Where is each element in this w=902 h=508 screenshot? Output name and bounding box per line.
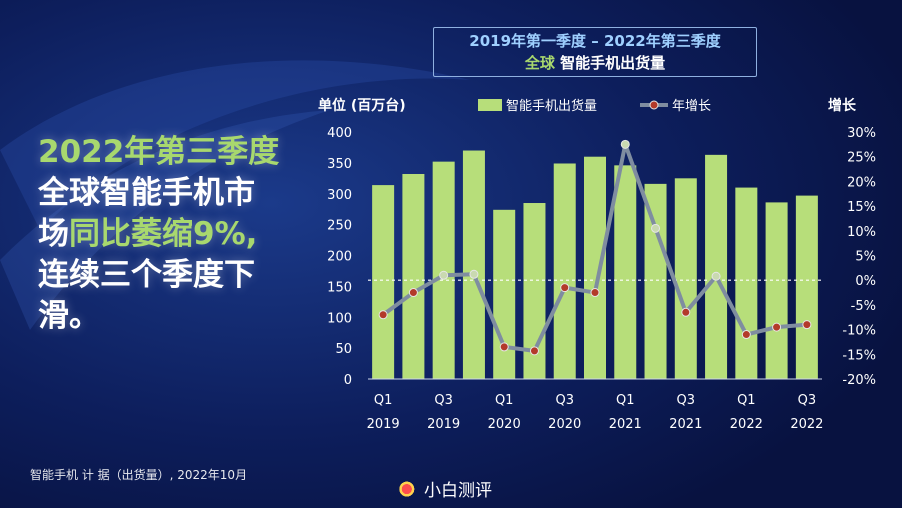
x-tick-quarter: Q3	[677, 393, 696, 408]
y-right-tick-label: -10%	[842, 324, 876, 339]
bar-shipments	[614, 165, 637, 379]
y-right-tick-label: 30%	[847, 126, 876, 141]
bar-shipments	[432, 161, 455, 379]
growth-point	[651, 223, 661, 233]
headline-line-5: 滑。	[38, 298, 100, 334]
x-tick-year: 2020	[488, 417, 521, 432]
y-left-tick-label: 400	[327, 126, 352, 141]
headline-line-4: 连续三个季度下	[38, 257, 255, 293]
bar-shipments	[462, 150, 485, 379]
growth-point	[741, 330, 751, 340]
bar-shipments	[553, 163, 576, 379]
growth-point	[529, 346, 539, 356]
y-left-axis-label: 单位 (百万台)	[318, 97, 406, 114]
bar-shipments	[493, 209, 516, 379]
growth-point	[408, 288, 418, 298]
x-tick-quarter: Q3	[798, 393, 817, 408]
growth-point	[772, 322, 782, 332]
chart-title-period: 2019年第一季度 – 2022年第三季度	[469, 32, 721, 50]
chart-title-global: 全球	[524, 54, 555, 72]
y-right-tick-label: 0%	[855, 274, 876, 289]
growth-point	[802, 320, 812, 330]
x-tick-year: 2021	[669, 417, 702, 432]
bar-shipments	[795, 195, 818, 379]
bar-shipments	[735, 187, 758, 379]
y-left-tick-label: 350	[327, 157, 352, 172]
weibo-icon	[398, 481, 420, 499]
growth-point	[378, 310, 388, 320]
growth-point	[469, 269, 479, 279]
x-tick-year: 2020	[548, 417, 581, 432]
y-right-tick-label: 15%	[847, 200, 876, 215]
headline: 2022年第三季度 全球智能手机市 场同比萎缩9%, 连续三个季度下 滑。	[38, 132, 308, 337]
growth-point	[439, 270, 449, 280]
y-right-tick-label: -20%	[842, 373, 876, 388]
headline-line-3a: 场	[38, 216, 69, 252]
legend-bar-label: 智能手机出货量	[506, 98, 597, 114]
growth-point	[499, 342, 509, 352]
headline-line-2: 全球智能手机市	[38, 175, 255, 211]
x-tick-quarter: Q1	[737, 393, 756, 408]
chart-title-metric: 智能手机出货量	[554, 54, 666, 72]
bar-shipments	[584, 156, 606, 379]
y-right-tick-label: 20%	[847, 175, 876, 190]
y-right-tick-label: 25%	[847, 151, 876, 166]
watermark-text: 小白测评	[424, 481, 492, 501]
y-left-tick-label: 100	[327, 311, 352, 326]
x-tick-quarter: Q1	[616, 393, 635, 408]
growth-point	[711, 271, 721, 281]
legend-bar-swatch	[478, 99, 502, 111]
legend-line-marker	[649, 100, 659, 110]
y-left-tick-label: 0	[344, 373, 352, 388]
x-tick-quarter: Q3	[555, 393, 574, 408]
y-right-tick-label: -5%	[851, 299, 876, 314]
y-left-tick-label: 200	[327, 250, 352, 265]
growth-point	[681, 307, 691, 317]
headline-line-1: 2022年第三季度	[38, 134, 280, 170]
chart-title-subject: 全球 智能手机出货量	[434, 52, 756, 74]
y-left-tick-label: 250	[327, 219, 352, 234]
headline-line-3-highlight: 同比萎缩9%,	[69, 216, 258, 252]
growth-point	[560, 283, 570, 293]
y-right-tick-label: 10%	[847, 225, 876, 240]
bar-shipments	[674, 178, 697, 379]
growth-point	[620, 139, 630, 149]
y-right-tick-label: 5%	[855, 250, 876, 265]
y-left-tick-label: 300	[327, 188, 352, 203]
watermark: 小白测评	[398, 476, 492, 501]
y-right-tick-label: -15%	[842, 348, 876, 363]
x-tick-year: 2019	[367, 417, 400, 432]
bar-shipments	[372, 185, 395, 379]
x-tick-year: 2021	[609, 417, 642, 432]
x-tick-year: 2022	[730, 417, 763, 432]
x-tick-quarter: Q3	[434, 393, 453, 408]
chart-title-box: 2019年第一季度 – 2022年第三季度 全球 智能手机出货量	[433, 27, 757, 77]
x-tick-year: 2022	[790, 417, 823, 432]
bar-shipments	[644, 183, 667, 379]
bar-shipments	[402, 173, 425, 379]
y-left-tick-label: 150	[327, 280, 352, 295]
x-tick-quarter: Q1	[374, 393, 393, 408]
growth-point	[590, 288, 600, 298]
legend-line-label: 年增长	[672, 99, 711, 114]
x-tick-quarter: Q1	[495, 393, 514, 408]
x-tick-year: 2019	[427, 417, 460, 432]
bar-shipments	[765, 202, 788, 379]
y-right-axis-label: 增长	[828, 97, 857, 114]
bar-shipments	[705, 154, 728, 379]
source-footer: 智能手机 计 据（出货量）, 2022年10月	[30, 468, 248, 482]
y-left-tick-label: 50	[335, 342, 352, 357]
